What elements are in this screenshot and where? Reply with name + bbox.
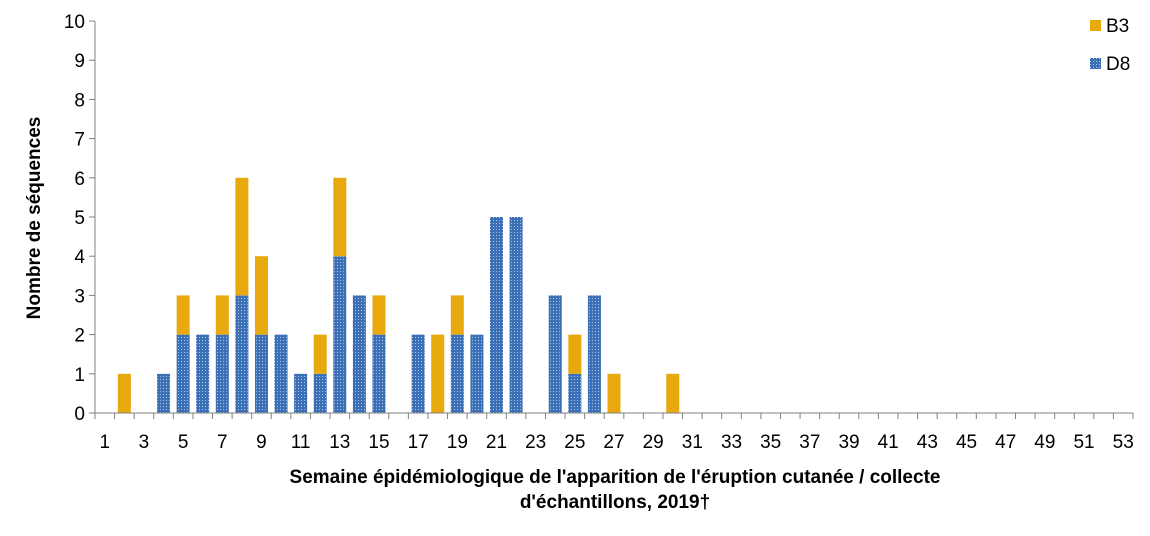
bar-d8-week-17	[411, 334, 425, 413]
bar-d8-week-11	[294, 373, 308, 413]
x-axis-title-line-2: d'échantillons, 2019†	[520, 492, 710, 513]
x-axis-title-line-1: Semaine épidémiologique de l'apparition …	[290, 467, 941, 488]
x-tick-label: 37	[799, 432, 820, 453]
y-tick-label: 0	[74, 404, 85, 425]
bar-b3-week-9	[254, 256, 268, 335]
bar-d8-week-5	[176, 334, 190, 413]
x-tick-label: 45	[956, 432, 977, 453]
bar-d8-week-14	[352, 295, 366, 413]
bar-b3-week-5	[176, 295, 190, 335]
x-tick-label: 47	[995, 432, 1016, 453]
y-tick-label: 7	[74, 130, 85, 151]
y-tick-label: 3	[74, 286, 85, 307]
y-axis: 0 1 2 3 4 5 6 7 8 9 10	[64, 12, 96, 425]
x-tick-label: 49	[1034, 432, 1055, 453]
x-tick-label: 25	[564, 432, 585, 453]
x-tick-label: 1	[100, 432, 111, 453]
x-tick-label: 39	[838, 432, 859, 453]
y-tick-label: 6	[74, 169, 85, 190]
x-tick-label: 7	[217, 432, 228, 453]
x-tick-label: 21	[486, 432, 507, 453]
y-tick-label: 10	[64, 12, 85, 33]
x-tick-label: 41	[878, 432, 899, 453]
bar-d8-week-4	[157, 373, 171, 413]
legend-swatch-b3	[1090, 20, 1101, 31]
x-axis: 1 3 5 7 9 11 13 15 17 19 21 23 25 27 29 31 33 35 37 39 41 43 4…	[94, 412, 1134, 453]
y-axis-title: Nombre de séquences	[24, 117, 45, 320]
x-tick-label: 5	[178, 432, 189, 453]
bar-d8-week-9	[254, 334, 268, 413]
x-tick-label: 23	[525, 432, 546, 453]
legend-label-b3: B3	[1106, 16, 1129, 37]
bar-b3-week-18	[431, 334, 445, 413]
x-tick-label: 13	[329, 432, 350, 453]
bar-b3-week-15	[372, 295, 386, 335]
bar-d8-week-25	[568, 373, 582, 413]
x-tick-label: 51	[1073, 432, 1094, 453]
plot-area	[117, 177, 680, 413]
x-tick-label: 29	[643, 432, 664, 453]
y-tick-label: 1	[74, 365, 85, 386]
y-tick-label: 5	[74, 208, 85, 229]
bar-d8-week-20	[470, 334, 484, 413]
y-tick-label: 2	[74, 326, 85, 347]
bar-b3-week-30	[666, 373, 680, 413]
x-tick-label: 11	[291, 432, 311, 453]
legend: B3 D8	[1090, 16, 1130, 75]
bar-b3-week-13	[333, 177, 347, 257]
legend-swatch-d8	[1090, 58, 1101, 69]
x-tick-label: 15	[368, 432, 389, 453]
bar-d8-week-24	[548, 295, 562, 413]
bar-d8-week-21	[489, 217, 503, 413]
bar-b3-week-27	[607, 373, 621, 413]
bar-d8-week-7	[215, 334, 229, 413]
x-tick-label: 27	[603, 432, 624, 453]
bar-d8-week-10	[274, 334, 288, 413]
bar-d8-week-8	[235, 295, 249, 413]
x-tick-label: 9	[256, 432, 267, 453]
x-tick-label: 33	[721, 432, 742, 453]
bar-d8-week-15	[372, 334, 386, 413]
bar-b3-week-2	[117, 373, 131, 413]
bar-b3-week-19	[450, 295, 464, 335]
bar-d8-week-13	[333, 256, 347, 413]
x-tick-label: 31	[682, 432, 703, 453]
bar-b3-week-7	[215, 295, 229, 335]
x-tick-label: 53	[1113, 432, 1134, 453]
bar-d8-week-22	[509, 217, 523, 413]
bar-d8-week-6	[196, 334, 210, 413]
bar-b3-week-12	[313, 334, 327, 374]
x-tick-label: 17	[408, 432, 429, 453]
bar-d8-week-19	[450, 334, 464, 413]
x-tick-label: 19	[447, 432, 468, 453]
x-tick-label: 35	[760, 432, 781, 453]
y-tick-label: 9	[74, 51, 85, 72]
bar-d8-week-26	[587, 295, 601, 413]
bar-b3-week-25	[568, 334, 582, 374]
legend-label-d8: D8	[1106, 54, 1130, 75]
y-tick-label: 8	[74, 90, 85, 111]
y-tick-label: 4	[74, 247, 85, 268]
bar-d8-week-12	[313, 373, 327, 413]
x-tick-label: 3	[139, 432, 150, 453]
bar-b3-week-8	[235, 177, 249, 296]
x-tick-label: 43	[917, 432, 938, 453]
